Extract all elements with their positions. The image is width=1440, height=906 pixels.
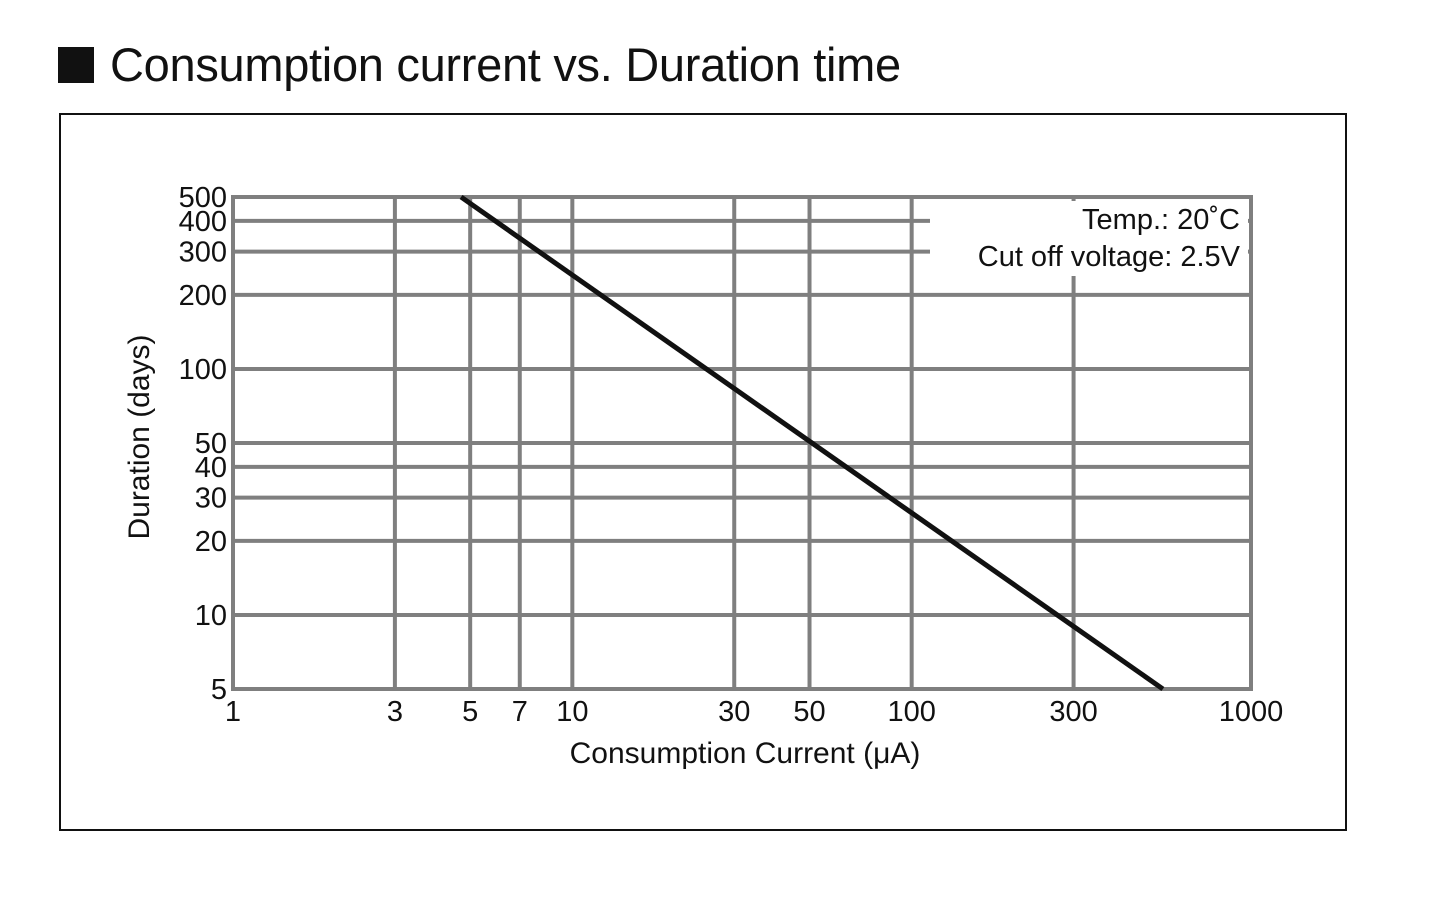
x-tick-label: 10	[556, 696, 588, 728]
annotation-text: Temp.: 20˚C	[1082, 204, 1240, 236]
y-tick-label: 300	[179, 237, 227, 269]
annotation-background	[930, 201, 1248, 276]
x-tick-label: 30	[718, 696, 750, 728]
y-axis-label: Duration (days)	[123, 334, 156, 539]
x-tick-label: 300	[1049, 696, 1097, 728]
x-tick-label: 100	[887, 696, 935, 728]
chart-title: Consumption current vs. Duration time	[110, 38, 901, 91]
black-square-icon	[58, 47, 94, 83]
x-tick-label: 7	[512, 696, 528, 728]
y-tick-label: 10	[195, 600, 227, 632]
grid	[231, 195, 1253, 691]
x-tick-label: 1	[225, 696, 241, 728]
y-tick-label: 400	[179, 206, 227, 238]
y-tick-label: 40	[195, 452, 227, 484]
tick-labels: 1 3 5 7 10 30 50 100 300 100051020304050100200300…	[179, 182, 1284, 728]
annotation-text: Cut off voltage: 2.5V	[978, 241, 1241, 273]
series-line	[459, 194, 1165, 692]
x-tick-label: 5	[462, 696, 478, 728]
x-tick-label: 3	[387, 696, 403, 728]
y-tick-label: 500	[179, 182, 227, 214]
chart-frame	[59, 113, 1347, 831]
y-tick-label: 200	[179, 280, 227, 312]
plot-border	[231, 195, 1253, 691]
x-axis-label: Consumption Current (μA)	[570, 737, 921, 770]
y-tick-label: 100	[179, 354, 227, 386]
y-tick-label: 30	[195, 483, 227, 515]
x-tick-label: 50	[793, 696, 825, 728]
y-tick-label: 5	[211, 674, 227, 706]
y-tick-label: 50	[195, 428, 227, 460]
x-tick-label: 1000	[1219, 696, 1284, 728]
annotation-box: Temp.: 20˚C Cut off voltage: 2.5V	[930, 201, 1248, 276]
series	[459, 194, 1165, 692]
chart-heading: Consumption current vs. Duration time	[58, 36, 901, 94]
y-tick-label: 20	[195, 526, 227, 558]
